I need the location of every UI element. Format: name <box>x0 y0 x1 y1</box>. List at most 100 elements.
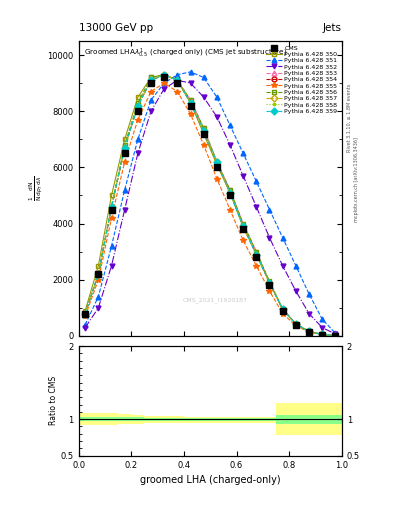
Pythia 6.428 352 <box>136 151 140 157</box>
Pythia 6.428 353 <box>228 187 232 193</box>
Pythia 6.428 353 <box>333 333 338 339</box>
Line: Pythia 6.428 354: Pythia 6.428 354 <box>83 72 338 338</box>
Line: Pythia 6.428 351: Pythia 6.428 351 <box>83 70 338 335</box>
Pythia 6.428 350 <box>149 74 153 80</box>
Pythia 6.428 359 <box>175 77 180 83</box>
Pythia 6.428 351 <box>109 243 114 249</box>
Pythia 6.428 352 <box>149 108 153 114</box>
Pythia 6.428 353 <box>241 221 246 227</box>
Pythia 6.428 352 <box>228 142 232 148</box>
Pythia 6.428 358 <box>83 310 88 316</box>
Pythia 6.428 352 <box>215 114 219 120</box>
Pythia 6.428 359 <box>294 321 298 327</box>
Pythia 6.428 352 <box>254 204 259 210</box>
Pythia 6.428 353 <box>162 72 167 78</box>
Pythia 6.428 350 <box>228 189 232 196</box>
Pythia 6.428 352 <box>188 80 193 86</box>
Pythia 6.428 357 <box>109 204 114 210</box>
Y-axis label: $\frac{1}{\mathrm{N}}\frac{\mathrm{d}\mathrm{N}}{\mathrm{d}p_T\,\mathrm{d}\lambd: $\frac{1}{\mathrm{N}}\frac{\mathrm{d}\ma… <box>28 176 45 201</box>
Pythia 6.428 358 <box>294 321 298 327</box>
X-axis label: groomed LHA (charged-only): groomed LHA (charged-only) <box>140 475 281 485</box>
Pythia 6.428 353 <box>267 280 272 286</box>
Pythia 6.428 358 <box>241 223 246 229</box>
Pythia 6.428 357 <box>241 223 246 229</box>
Pythia 6.428 356 <box>96 271 101 277</box>
Pythia 6.428 355 <box>162 80 167 86</box>
Pythia 6.428 359 <box>307 328 311 334</box>
Line: CMS: CMS <box>83 75 338 338</box>
Pythia 6.428 353 <box>201 125 206 131</box>
Pythia 6.428 350 <box>280 306 285 312</box>
Pythia 6.428 355 <box>254 263 259 269</box>
Pythia 6.428 359 <box>254 251 259 258</box>
Pythia 6.428 354 <box>267 280 272 286</box>
Pythia 6.428 356 <box>136 100 140 106</box>
Pythia 6.428 355 <box>201 142 206 148</box>
Pythia 6.428 351 <box>280 234 285 241</box>
Pythia 6.428 350 <box>136 94 140 100</box>
CMS <box>162 74 167 80</box>
Pythia 6.428 354 <box>333 333 338 339</box>
Pythia 6.428 359 <box>109 204 114 210</box>
Pythia 6.428 353 <box>188 97 193 103</box>
CMS <box>241 226 246 232</box>
Pythia 6.428 359 <box>83 310 88 316</box>
Line: Pythia 6.428 359: Pythia 6.428 359 <box>83 72 338 338</box>
Text: 13000 GeV pp: 13000 GeV pp <box>79 23 153 33</box>
Pythia 6.428 354 <box>162 72 167 78</box>
CMS <box>294 322 298 328</box>
Pythia 6.428 356 <box>109 204 114 210</box>
Pythia 6.428 351 <box>122 187 127 193</box>
CMS <box>96 271 101 277</box>
Pythia 6.428 354 <box>320 331 325 337</box>
Pythia 6.428 355 <box>188 111 193 117</box>
Pythia 6.428 354 <box>175 77 180 83</box>
Pythia 6.428 355 <box>175 89 180 95</box>
Pythia 6.428 350 <box>188 100 193 106</box>
Pythia 6.428 358 <box>201 128 206 134</box>
Pythia 6.428 352 <box>267 234 272 241</box>
Pythia 6.428 357 <box>122 145 127 151</box>
Pythia 6.428 350 <box>307 328 311 334</box>
Text: Jets: Jets <box>323 23 342 33</box>
Pythia 6.428 353 <box>136 102 140 109</box>
Pythia 6.428 359 <box>201 128 206 134</box>
Pythia 6.428 355 <box>320 332 325 338</box>
Pythia 6.428 351 <box>320 316 325 322</box>
Pythia 6.428 351 <box>175 72 180 78</box>
CMS <box>267 282 272 288</box>
Pythia 6.428 358 <box>136 102 140 109</box>
Pythia 6.428 358 <box>188 100 193 106</box>
Pythia 6.428 352 <box>201 94 206 100</box>
CMS <box>188 102 193 109</box>
Pythia 6.428 356 <box>267 278 272 284</box>
Pythia 6.428 356 <box>201 125 206 131</box>
Pythia 6.428 357 <box>333 333 338 339</box>
Pythia 6.428 358 <box>267 280 272 286</box>
Pythia 6.428 359 <box>333 333 338 339</box>
Pythia 6.428 353 <box>149 77 153 83</box>
Pythia 6.428 355 <box>109 215 114 221</box>
Pythia 6.428 355 <box>96 276 101 283</box>
Pythia 6.428 353 <box>254 249 259 255</box>
Pythia 6.428 357 <box>188 100 193 106</box>
Pythia 6.428 358 <box>254 251 259 258</box>
CMS <box>109 206 114 212</box>
CMS <box>175 80 180 86</box>
Pythia 6.428 357 <box>320 331 325 337</box>
Pythia 6.428 358 <box>122 145 127 151</box>
Pythia 6.428 350 <box>333 333 338 339</box>
Pythia 6.428 356 <box>175 77 180 83</box>
CMS <box>83 310 88 316</box>
Pythia 6.428 355 <box>215 176 219 182</box>
Pythia 6.428 353 <box>83 310 88 316</box>
Pythia 6.428 353 <box>175 77 180 83</box>
Pythia 6.428 351 <box>96 293 101 300</box>
Pythia 6.428 356 <box>162 72 167 78</box>
Line: Pythia 6.428 352: Pythia 6.428 352 <box>83 78 338 336</box>
Pythia 6.428 358 <box>215 159 219 165</box>
Pythia 6.428 350 <box>175 77 180 83</box>
Pythia 6.428 350 <box>162 72 167 78</box>
Pythia 6.428 351 <box>149 97 153 103</box>
Pythia 6.428 357 <box>162 72 167 78</box>
